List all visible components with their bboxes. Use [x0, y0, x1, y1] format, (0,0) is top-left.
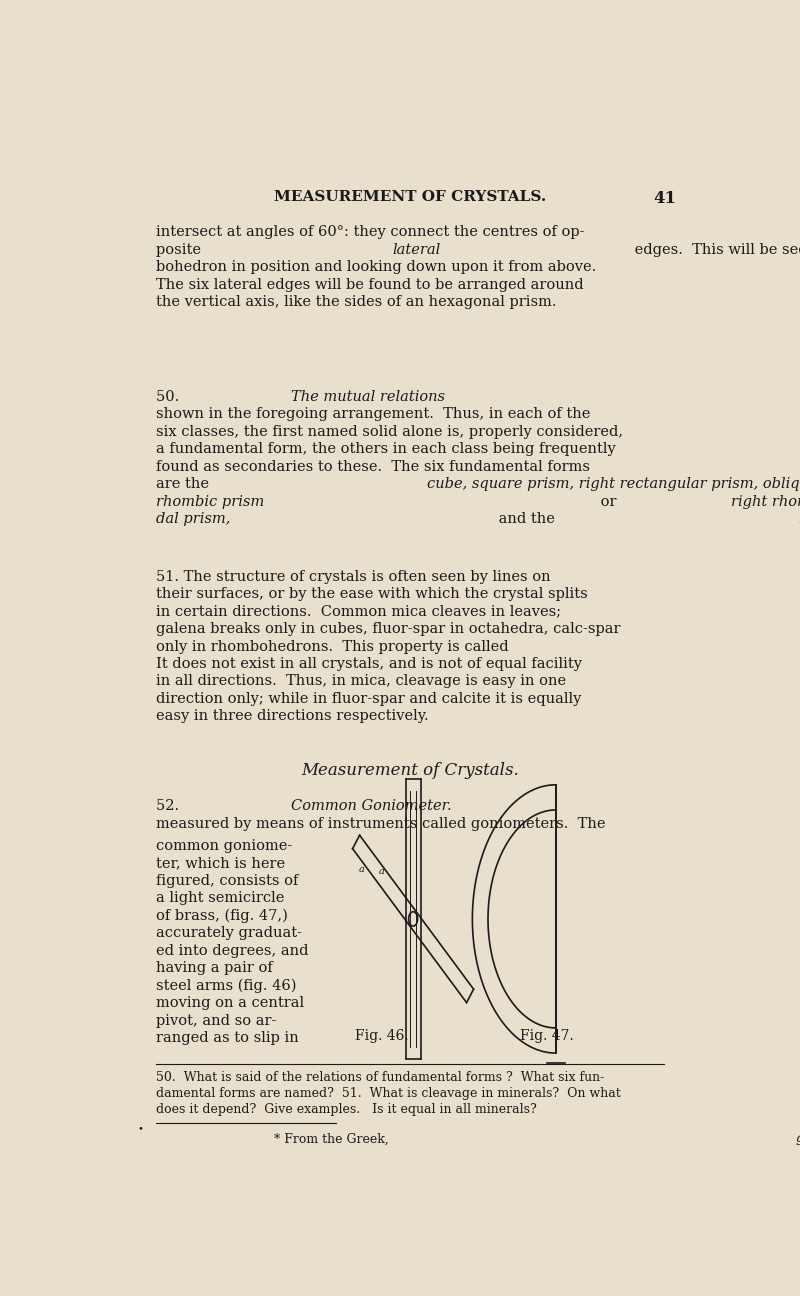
- Text: common goniome-: common goniome-: [156, 839, 292, 853]
- Text: edges.  This will be seen on placing a rhom-: edges. This will be seen on placing a rh…: [630, 242, 800, 257]
- Text: hexagonal prism: hexagonal prism: [799, 512, 800, 526]
- Text: intersect at angles of 60°: they connect the centres of op-: intersect at angles of 60°: they connect…: [156, 226, 584, 240]
- Text: in all directions.  Thus, in mica, cleavage is easy in one: in all directions. Thus, in mica, cleava…: [156, 674, 566, 688]
- Text: damental forms are named?  51.  What is cleavage in minerals?  On what: damental forms are named? 51. What is cl…: [156, 1086, 621, 1099]
- Text: 50.: 50.: [156, 390, 184, 404]
- Text: easy in three directions respectively.: easy in three directions respectively.: [156, 709, 429, 723]
- Text: ter, which is here: ter, which is here: [156, 857, 285, 871]
- Text: a light semicircle: a light semicircle: [156, 892, 284, 906]
- Text: * From the Greek,: * From the Greek,: [274, 1133, 392, 1146]
- Text: only in rhombohedrons.  This property is called: only in rhombohedrons. This property is …: [156, 639, 513, 653]
- Text: posite: posite: [156, 242, 206, 257]
- Text: bohedron in position and looking down upon it from above.: bohedron in position and looking down up…: [156, 260, 596, 275]
- Text: Fig. 47.: Fig. 47.: [519, 1029, 574, 1043]
- Text: of brass, (fig. 47,): of brass, (fig. 47,): [156, 908, 288, 923]
- Text: •: •: [138, 1125, 143, 1134]
- Text: The six lateral edges will be found to be arranged around: The six lateral edges will be found to b…: [156, 277, 583, 292]
- Text: ranged as to slip in: ranged as to slip in: [156, 1032, 298, 1045]
- Text: dal prism,: dal prism,: [156, 512, 230, 526]
- Text: in certain directions.  Common mica cleaves in leaves;: in certain directions. Common mica cleav…: [156, 604, 561, 618]
- Text: 41: 41: [654, 191, 677, 207]
- Text: Fig. 46.: Fig. 46.: [355, 1029, 409, 1043]
- Text: It does not exist in all crystals, and is not of equal facility: It does not exist in all crystals, and i…: [156, 657, 582, 671]
- Text: right rhomboidal prism, oblique rhomboi-: right rhomboidal prism, oblique rhomboi-: [731, 495, 800, 509]
- Text: steel arms (fig. 46): steel arms (fig. 46): [156, 978, 296, 993]
- Text: shown in the foregoing arrangement.  Thus, in each of the: shown in the foregoing arrangement. Thus…: [156, 407, 590, 421]
- Text: the vertical axis, like the sides of an hexagonal prism.: the vertical axis, like the sides of an …: [156, 295, 556, 310]
- Text: direction only; while in fluor-spar and calcite it is equally: direction only; while in fluor-spar and …: [156, 692, 581, 706]
- Text: gonia,: gonia,: [796, 1133, 800, 1146]
- Text: found as secondaries to these.  The six fundamental forms: found as secondaries to these. The six f…: [156, 460, 590, 474]
- Text: measured by means of instruments called goniometers.  The: measured by means of instruments called …: [156, 816, 606, 831]
- Text: a: a: [379, 867, 385, 876]
- Text: lateral: lateral: [393, 242, 441, 257]
- Text: Measurement of Crystals.: Measurement of Crystals.: [301, 762, 519, 779]
- Text: six classes, the first named solid alone is, properly considered,: six classes, the first named solid alone…: [156, 425, 623, 439]
- Text: MEASUREMENT OF CRYSTALS.: MEASUREMENT OF CRYSTALS.: [274, 191, 546, 205]
- Text: accurately graduat-: accurately graduat-: [156, 927, 302, 941]
- Text: cube, square prism, right rectangular prism, oblique: cube, square prism, right rectangular pr…: [426, 477, 800, 491]
- Text: figured, consists of: figured, consists of: [156, 874, 298, 888]
- Text: rhombic prism: rhombic prism: [156, 495, 264, 509]
- Text: moving on a central: moving on a central: [156, 997, 304, 1011]
- Text: a: a: [359, 864, 365, 874]
- Text: Common Goniometer.: Common Goniometer.: [291, 800, 452, 813]
- Text: The mutual relations: The mutual relations: [291, 390, 446, 404]
- Text: 50.  What is said of the relations of fundamental forms ?  What six fun-: 50. What is said of the relations of fun…: [156, 1070, 604, 1083]
- Text: and the: and the: [494, 512, 560, 526]
- Text: does it depend?  Give examples.   Is it equal in all minerals?: does it depend? Give examples. Is it equ…: [156, 1103, 537, 1116]
- Text: or: or: [596, 495, 621, 509]
- Text: a fundamental form, the others in each class being frequently: a fundamental form, the others in each c…: [156, 442, 615, 456]
- Text: pivot, and so ar-: pivot, and so ar-: [156, 1013, 276, 1028]
- Text: are the: are the: [156, 477, 214, 491]
- Text: galena breaks only in cubes, fluor-spar in octahedra, calc-spar: galena breaks only in cubes, fluor-spar …: [156, 622, 620, 636]
- Text: their surfaces, or by the ease with which the crystal splits: their surfaces, or by the ease with whic…: [156, 587, 587, 601]
- Text: 51. The structure of crystals is often seen by lines on: 51. The structure of crystals is often s…: [156, 570, 550, 583]
- Text: 52.: 52.: [156, 800, 183, 813]
- Text: ed into degrees, and: ed into degrees, and: [156, 943, 308, 958]
- Text: having a pair of: having a pair of: [156, 962, 273, 976]
